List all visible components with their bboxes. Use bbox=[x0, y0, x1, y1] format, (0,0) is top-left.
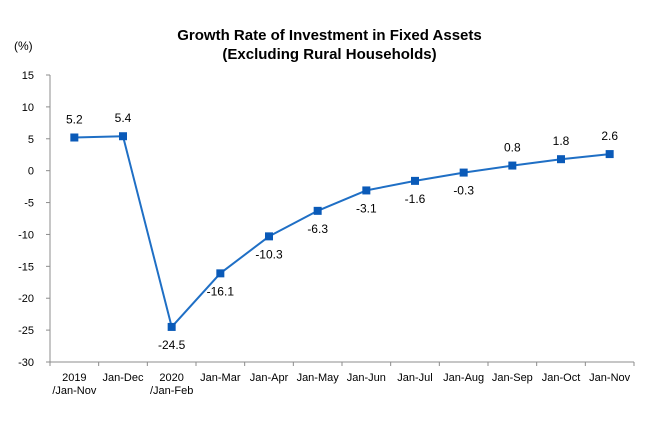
x-tick-label: Jan-May bbox=[297, 372, 340, 384]
y-tick-label: -10 bbox=[18, 229, 34, 241]
data-label: 5.2 bbox=[66, 113, 83, 127]
y-tick-label: 0 bbox=[28, 166, 34, 178]
y-tick-label: 15 bbox=[22, 70, 34, 82]
x-tick-label-line: 2019 bbox=[62, 372, 86, 384]
data-label: 0.8 bbox=[504, 141, 521, 155]
data-label: 2.6 bbox=[601, 129, 618, 143]
x-tick-label-line: Jan-Mar bbox=[200, 372, 241, 384]
data-label: -24.5 bbox=[158, 338, 186, 352]
data-point-marker bbox=[411, 176, 419, 185]
y-tick-label: -30 bbox=[18, 357, 34, 369]
x-tick-label: Jan-Dec bbox=[103, 372, 144, 384]
series-line bbox=[74, 135, 610, 328]
data-label: -16.1 bbox=[207, 284, 235, 298]
y-tick-label: -20 bbox=[18, 293, 34, 305]
x-tick-label-line: Jan-Sep bbox=[492, 372, 533, 384]
y-tick-label: -5 bbox=[24, 198, 34, 210]
data-point-marker bbox=[362, 186, 371, 195]
y-tick-label: 10 bbox=[22, 102, 34, 114]
data-label: -0.3 bbox=[453, 184, 474, 198]
x-tick-label: 2020/Jan-Feb bbox=[150, 372, 193, 397]
data-point-marker bbox=[216, 269, 225, 278]
x-tick-label-line: 2020 bbox=[159, 372, 183, 384]
x-tick-label-line: Jan-Jul bbox=[397, 372, 432, 384]
y-tick-label: -25 bbox=[18, 325, 34, 337]
x-tick-label: Jan-Nov bbox=[589, 372, 630, 384]
data-point-marker bbox=[313, 206, 322, 215]
x-tick-label-line: /Jan-Feb bbox=[150, 385, 193, 397]
data-point-marker bbox=[459, 168, 468, 177]
data-point-marker bbox=[605, 150, 614, 159]
x-tick-label: Jan-Jul bbox=[397, 372, 432, 384]
data-point-marker bbox=[119, 132, 127, 141]
data-point-marker bbox=[557, 155, 565, 164]
x-tick-label: Jan-Jun bbox=[347, 372, 386, 384]
data-label: 5.4 bbox=[115, 111, 132, 125]
x-tick-label-line: Jan-May bbox=[297, 372, 340, 384]
data-label: -6.3 bbox=[307, 222, 328, 236]
y-tick-label: 5 bbox=[28, 134, 34, 146]
data-label: 1.8 bbox=[553, 134, 570, 148]
x-tick-label-line: /Jan-Nov bbox=[52, 385, 97, 397]
data-point-marker bbox=[167, 322, 176, 331]
data-point-marker bbox=[508, 161, 517, 170]
data-label: -10.3 bbox=[255, 247, 283, 261]
x-tick-label: Jan-Oct bbox=[542, 372, 581, 384]
x-tick-label: Jan-Apr bbox=[250, 372, 289, 384]
data-label: -3.1 bbox=[356, 201, 377, 215]
x-tick-label-line: Jan-Aug bbox=[443, 372, 484, 384]
y-axis-unit: (%) bbox=[14, 39, 33, 53]
data-label: -1.6 bbox=[405, 192, 426, 206]
x-tick-label-line: Jan-Apr bbox=[250, 372, 289, 384]
x-tick-label: Jan-Sep bbox=[492, 372, 533, 384]
chart-title: Growth Rate of Investment in Fixed Asset… bbox=[0, 26, 659, 64]
x-tick-label-line: Jan-Dec bbox=[103, 372, 144, 384]
data-point-marker bbox=[70, 133, 79, 142]
x-tick-label-line: Jan-Nov bbox=[589, 372, 630, 384]
x-tick-label: 2019/Jan-Nov bbox=[52, 372, 97, 397]
y-tick-label: -15 bbox=[18, 261, 34, 273]
data-point-marker bbox=[265, 232, 273, 241]
chart-title-line2: (Excluding Rural Households) bbox=[222, 46, 437, 63]
x-tick-label: Jan-Mar bbox=[200, 372, 241, 384]
x-tick-label-line: Jan-Oct bbox=[542, 372, 581, 384]
chart-title-line1: Growth Rate of Investment in Fixed Asset… bbox=[177, 27, 482, 44]
x-tick-label: Jan-Aug bbox=[443, 372, 484, 384]
x-tick-label-line: Jan-Jun bbox=[347, 372, 386, 384]
